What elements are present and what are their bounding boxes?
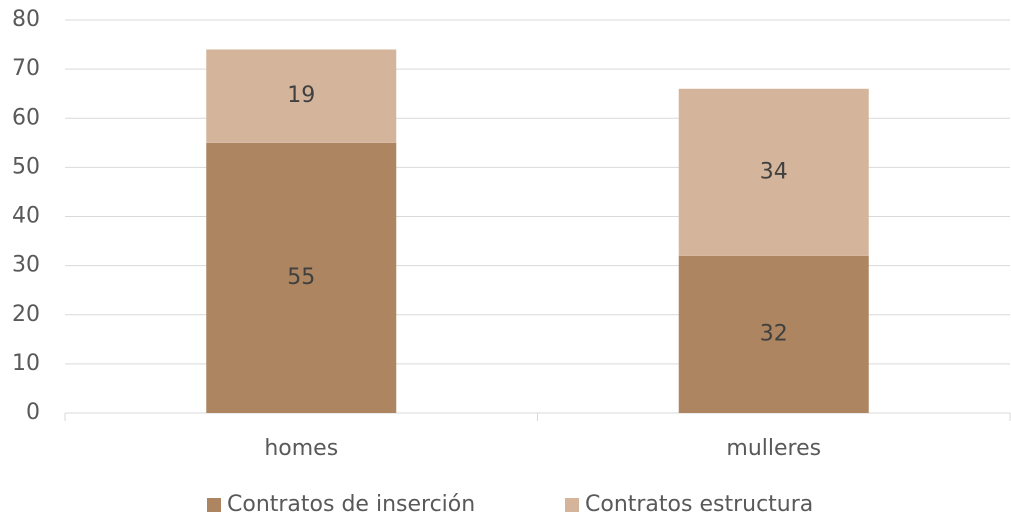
legend-label: Contratos de inserción [227,492,475,517]
y-tick-label: 40 [12,204,40,229]
y-tick-label: 10 [12,351,40,376]
x-tick-label: homes [264,436,338,461]
y-tick-label: 70 [12,56,40,81]
legend-label: Contratos estructura [585,492,813,517]
bar-segment [206,142,397,413]
legend-swatch [565,498,579,512]
data-label: 19 [287,83,315,108]
bar-segment [678,88,869,256]
data-label: 34 [760,159,788,184]
y-tick-label: 50 [12,154,40,179]
y-tick-label: 60 [12,105,40,130]
legend-swatch [207,498,221,512]
data-label: 32 [760,321,788,346]
y-tick-label: 20 [12,302,40,327]
bar-segment [206,49,397,143]
bar-segment [678,255,869,413]
x-tick-label: mulleres [726,436,821,461]
y-tick-label: 30 [12,253,40,278]
data-label: 55 [287,265,315,290]
y-tick-label: 80 [12,7,40,32]
y-tick-label: 0 [26,400,40,425]
